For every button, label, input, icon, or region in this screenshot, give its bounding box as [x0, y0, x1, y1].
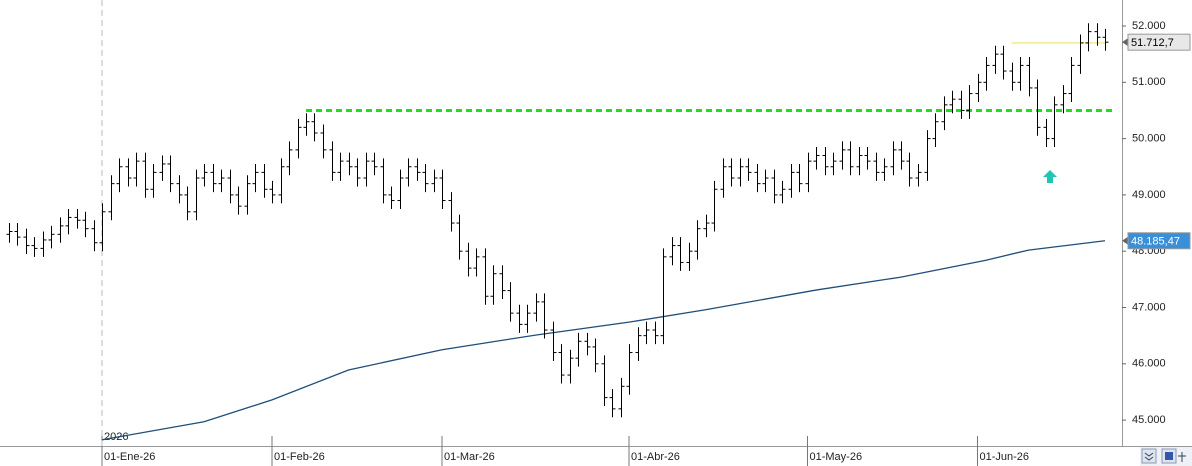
y-tick-label: 49.000	[1132, 189, 1166, 201]
save-icon	[1165, 452, 1173, 460]
x-tick-label: 01-Jun-26	[980, 451, 1030, 463]
y-tick-label: 47.000	[1132, 301, 1166, 313]
y-tick-label: 50.000	[1132, 133, 1166, 145]
x-tick-label: 01-Ene-26	[104, 451, 155, 463]
y-tick-label: 51.000	[1132, 76, 1166, 88]
price-tag-label: 48.185,47	[1131, 236, 1180, 248]
signal-arrow	[1043, 170, 1057, 183]
price-tag-label: 51.712,7	[1131, 37, 1174, 49]
price-tag-pointer	[1122, 38, 1128, 47]
zoom-icon	[1144, 452, 1154, 461]
x-tick-label: 01-Mar-26	[444, 451, 495, 463]
x-tick-label: 01-Abr-26	[631, 451, 680, 463]
y-tick-label: 46.000	[1132, 358, 1166, 370]
price-tag	[1127, 232, 1191, 250]
x-tick-label: 01-Feb-26	[274, 451, 325, 463]
y-tick-label: 52.000	[1132, 20, 1166, 32]
price-tag	[1127, 33, 1191, 51]
price-tag-pointer	[1122, 236, 1128, 245]
moving-average	[101, 240, 1106, 441]
x-tick-label: 01-May-26	[810, 451, 863, 463]
y-tick-label: 45.000	[1132, 414, 1166, 426]
add-icon[interactable]	[1178, 452, 1186, 462]
